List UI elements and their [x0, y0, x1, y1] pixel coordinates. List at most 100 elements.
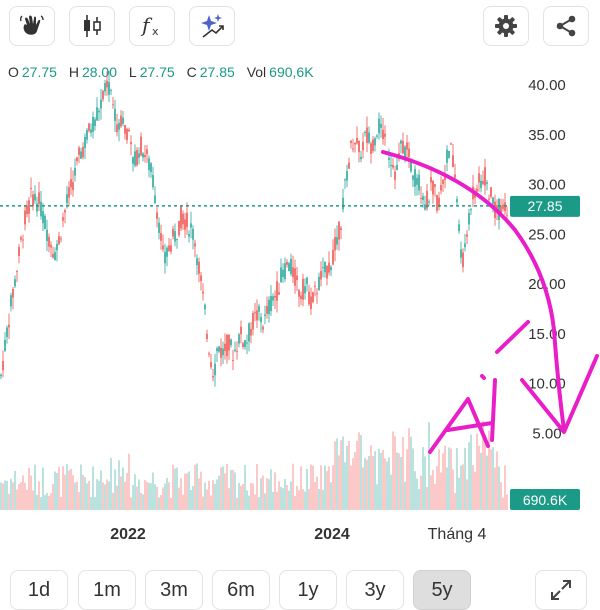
- candle-body: [368, 132, 370, 143]
- volume-bar: [308, 488, 310, 510]
- candle-body: [238, 334, 240, 344]
- candle-body: [420, 197, 422, 199]
- volume-bar: [172, 464, 174, 510]
- candle-body: [298, 290, 300, 297]
- candle-body: [448, 150, 450, 159]
- volume-bars: [0, 420, 508, 510]
- candle-body: [306, 277, 308, 285]
- current-price-text: 27.85: [527, 198, 562, 214]
- volume-bar: [42, 467, 44, 510]
- chart-toolbar: f x: [0, 0, 600, 56]
- volume-bar: [174, 468, 176, 510]
- candle-body: [274, 295, 276, 298]
- volume-bar: [270, 469, 272, 510]
- volume-bar: [400, 457, 402, 510]
- candle-body: [396, 164, 398, 171]
- volume-bar: [122, 467, 124, 510]
- timeframe-3y[interactable]: 3y: [346, 570, 404, 610]
- volume-bar: [242, 484, 244, 510]
- candle-body: [322, 267, 324, 269]
- volume-bar: [468, 442, 470, 510]
- candle-body: [304, 286, 306, 294]
- share-button[interactable]: [543, 6, 589, 46]
- volume-bar: [2, 483, 4, 510]
- candle-body: [118, 123, 120, 130]
- volume-bar: [36, 494, 38, 510]
- volume-bar: [342, 436, 344, 510]
- volume-bar: [178, 487, 180, 510]
- timeframe-1y[interactable]: 1y: [279, 570, 337, 610]
- share-icon: [556, 15, 576, 37]
- timeframe-6m[interactable]: 6m: [212, 570, 270, 610]
- candle-body: [16, 271, 18, 273]
- volume-bar: [92, 466, 94, 510]
- candle-body: [44, 215, 46, 229]
- price-tick-label: 30.00: [528, 177, 566, 194]
- candle-body: [506, 215, 508, 217]
- candle-body: [316, 293, 318, 295]
- hand-tool-button[interactable]: [9, 6, 55, 46]
- volume-bar: [100, 470, 102, 510]
- timeframe-5y[interactable]: 5y: [413, 570, 471, 610]
- candle-body: [480, 180, 482, 188]
- candle-body: [134, 151, 136, 166]
- volume-bar: [30, 475, 32, 510]
- candle-body: [224, 343, 226, 351]
- volume-bar: [12, 482, 14, 510]
- candle-body: [434, 184, 436, 187]
- candle-body: [158, 222, 160, 233]
- indicators-button[interactable]: f x: [129, 6, 175, 46]
- volume-bar: [48, 495, 50, 510]
- volume-bar: [148, 482, 150, 510]
- volume-bar: [498, 466, 500, 510]
- candle-body: [104, 83, 106, 92]
- chart-type-button[interactable]: [69, 6, 115, 46]
- candle-body: [500, 206, 502, 214]
- annotation-slash: [495, 320, 530, 354]
- candle-body: [362, 141, 364, 151]
- volume-bar: [282, 488, 284, 510]
- candle-body: [26, 205, 28, 215]
- magic-drawing-button[interactable]: [189, 6, 235, 46]
- candle-body: [228, 334, 230, 351]
- volume-bar: [18, 483, 20, 510]
- time-label-month: Tháng 4: [428, 526, 487, 543]
- volume-bar: [302, 489, 304, 510]
- candle-body: [108, 82, 110, 95]
- candle-body: [400, 140, 402, 144]
- fullscreen-button[interactable]: [535, 570, 587, 610]
- candle-body: [188, 234, 190, 237]
- candle-body: [144, 154, 146, 158]
- price-chart[interactable]: 5.0010.0015.0020.0025.0030.0035.0040.004…: [0, 70, 600, 560]
- candle-body: [206, 333, 208, 339]
- volume-bar: [134, 474, 136, 510]
- candlesticks: [0, 70, 508, 387]
- volume-bar: [458, 477, 460, 510]
- volume-value: 690,6K: [269, 64, 314, 80]
- volume-bar: [290, 481, 292, 510]
- timeframe-3m[interactable]: 3m: [145, 570, 203, 610]
- candle-body: [336, 237, 338, 245]
- volume-bar: [180, 478, 182, 510]
- candle-body: [422, 196, 424, 201]
- volume-bar: [392, 431, 394, 510]
- volume-bar: [142, 494, 144, 510]
- volume-bar: [354, 452, 356, 510]
- candle-body: [280, 267, 282, 282]
- candle-body: [272, 296, 274, 301]
- candle-body: [266, 306, 268, 314]
- settings-button[interactable]: [483, 6, 529, 46]
- volume-bar: [56, 472, 58, 510]
- volume-bar: [440, 472, 442, 510]
- volume-bar: [210, 495, 212, 510]
- timeframe-1m[interactable]: 1m: [78, 570, 136, 610]
- candle-body: [172, 228, 174, 237]
- candle-body: [226, 334, 228, 357]
- candle-body: [52, 254, 54, 258]
- volume-bar: [260, 478, 262, 510]
- candle-body: [426, 190, 428, 209]
- candle-body: [466, 234, 468, 237]
- timeframe-1d[interactable]: 1d: [10, 570, 68, 610]
- candle-body: [330, 266, 332, 271]
- volume-bar: [70, 468, 72, 510]
